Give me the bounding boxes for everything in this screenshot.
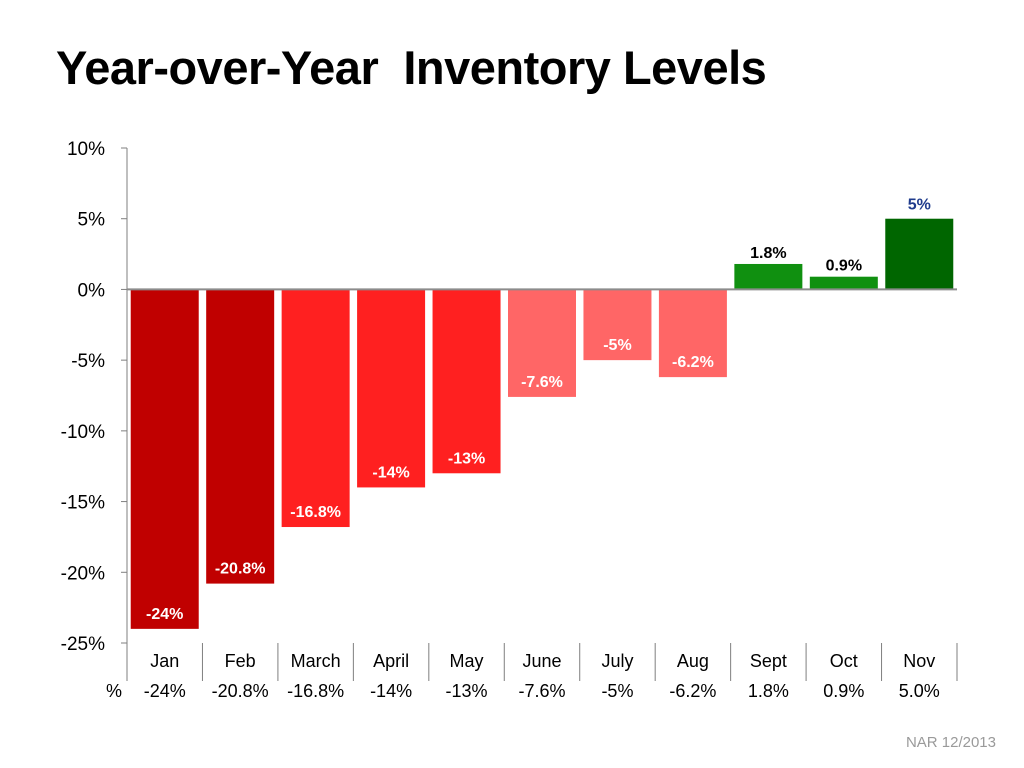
data-label: -7.6% xyxy=(521,374,563,391)
data-label: -16.8% xyxy=(290,504,341,521)
table-value: 1.8% xyxy=(748,681,789,701)
bar xyxy=(508,289,576,397)
source-note: NAR 12/2013 xyxy=(905,734,996,751)
y-tick-label: -25% xyxy=(61,634,105,655)
bar xyxy=(583,289,652,361)
y-tick-label: -15% xyxy=(61,493,105,514)
x-tick-label: Nov xyxy=(903,651,935,671)
data-label: 0.9% xyxy=(826,258,862,275)
x-tick-label: April xyxy=(373,651,409,671)
x-tick-label: Sept xyxy=(750,651,787,671)
table-value: -5% xyxy=(601,681,633,701)
bar xyxy=(432,289,501,474)
data-label: -5% xyxy=(603,337,631,354)
data-label: -13% xyxy=(448,450,485,467)
y-tick-label: -10% xyxy=(61,422,105,443)
x-tick-label: Oct xyxy=(830,651,858,671)
bar xyxy=(357,289,426,488)
table-value: -6.2% xyxy=(669,681,716,701)
x-tick-label: May xyxy=(450,651,484,671)
table-value: -24% xyxy=(144,681,186,701)
bar xyxy=(885,218,954,290)
data-label: -24% xyxy=(146,606,183,623)
table-value: -13% xyxy=(446,681,488,701)
data-label: -6.2% xyxy=(672,354,714,371)
y-tick-label: 10% xyxy=(67,139,105,160)
table-value: 5.0% xyxy=(899,681,940,701)
y-tick-label: 5% xyxy=(78,210,106,231)
x-tick-label: Feb xyxy=(225,651,256,671)
chart-title: Year-over-Year Inventory Levels xyxy=(56,41,767,94)
data-label: 5% xyxy=(908,197,931,214)
data-label: -20.8% xyxy=(215,561,266,578)
data-label: -14% xyxy=(372,464,409,481)
table-value: -7.6% xyxy=(518,681,565,701)
x-tick-label: March xyxy=(291,651,341,671)
bar-chart: 10% 5% 0% -5% -10% -15% -20% -25% -24% -20.8% -16.… xyxy=(61,139,958,701)
bar xyxy=(809,276,878,290)
table-value: -20.8% xyxy=(212,681,269,701)
x-tick-label: June xyxy=(522,651,561,671)
table-row-label: % xyxy=(106,681,122,701)
x-tick-label: Aug xyxy=(677,651,709,671)
table-value: 0.9% xyxy=(823,681,864,701)
bar xyxy=(130,289,199,629)
bar xyxy=(734,263,803,290)
y-tick-label: -5% xyxy=(71,351,105,372)
y-tick-label: 0% xyxy=(78,280,106,301)
x-tick-label: Jan xyxy=(150,651,179,671)
table-value: -14% xyxy=(370,681,412,701)
table-value: -16.8% xyxy=(287,681,344,701)
x-tick-label: July xyxy=(601,651,633,671)
data-label: 1.8% xyxy=(750,245,786,262)
bar xyxy=(658,289,727,378)
bar xyxy=(206,289,275,584)
y-tick-label: -20% xyxy=(61,563,105,584)
bar xyxy=(281,289,350,528)
